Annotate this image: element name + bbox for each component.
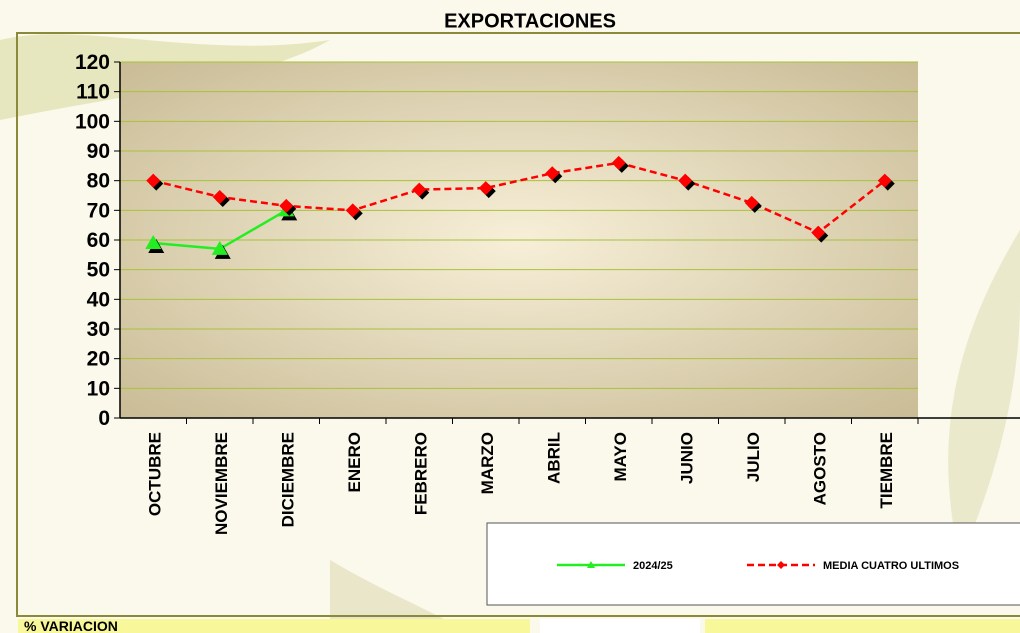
y-tick-label: 0: [98, 407, 110, 430]
series-line: [152, 161, 886, 235]
legend-marker: [587, 561, 595, 568]
marker: [211, 240, 228, 255]
x-tick-label: MARZO: [478, 432, 497, 494]
marker: [545, 166, 560, 181]
x-tick-label: TIEMBRE: [877, 432, 896, 509]
y-tick-label: 40: [87, 288, 110, 311]
x-tick-label: AGOSTO: [810, 432, 829, 505]
x-tick-label: OCTUBRE: [145, 432, 164, 516]
legend-marker: [777, 561, 785, 569]
y-tick-label: 50: [87, 259, 110, 282]
marker: [212, 189, 227, 204]
footer-band: [540, 619, 700, 633]
y-tick-label: 20: [87, 348, 110, 371]
y-tick-label: 10: [87, 377, 110, 400]
series: [145, 202, 298, 259]
x-tick-label: MAYO: [611, 432, 630, 481]
y-tick-label: 120: [75, 51, 110, 74]
leaf: [948, 230, 1020, 560]
x-tick-label: JULIO: [744, 432, 763, 482]
marker: [877, 173, 892, 188]
x-tick-label: JUNIO: [677, 432, 696, 484]
y-tick-label: 80: [87, 170, 110, 193]
chart-title: EXPORTACIONES: [444, 10, 616, 32]
footer-band: [18, 619, 530, 633]
y-tick-label: 90: [87, 140, 110, 163]
marker: [145, 234, 162, 249]
leaf: [330, 560, 470, 633]
x-tick-label: ABRIL: [544, 432, 563, 484]
x-tick-label: NOVIEMBRE: [212, 432, 231, 535]
y-tick-label: 70: [87, 199, 110, 222]
y-tick-label: 60: [87, 229, 110, 252]
footer-band: [705, 619, 1020, 633]
legend-label: MEDIA CUATRO ULTIMOS: [823, 560, 959, 572]
chart-frame: [16, 32, 1020, 617]
marker: [678, 173, 693, 188]
marker: [478, 181, 493, 196]
x-tick-label: FEBRERO: [411, 432, 430, 515]
marker: [279, 198, 294, 213]
marker: [744, 195, 759, 210]
marker: [345, 203, 360, 218]
marker: [412, 182, 427, 197]
footer-label: % VARIACION: [24, 618, 118, 633]
y-tick-label: 100: [75, 110, 110, 133]
series: [146, 155, 895, 243]
y-tick-label: 110: [76, 81, 110, 104]
y-tick-label: 30: [87, 318, 110, 341]
x-tick-label: ENERO: [345, 432, 364, 492]
marker: [611, 155, 626, 170]
marker: [811, 225, 826, 240]
legend-label: 2024/25: [633, 560, 673, 572]
x-tick-label: DICIEMBRE: [278, 432, 297, 527]
marker: [146, 173, 161, 188]
